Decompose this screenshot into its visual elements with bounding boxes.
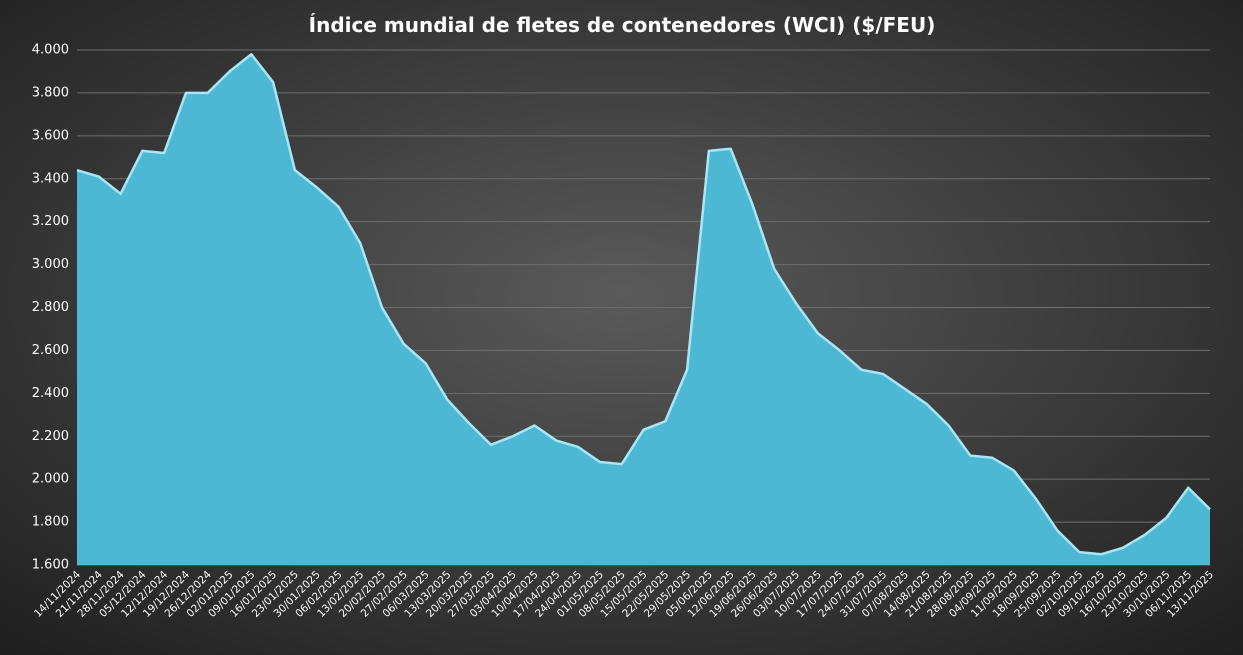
y-tick-label: 1.600 — [32, 558, 69, 573]
y-tick-label: 3.000 — [32, 257, 69, 272]
y-tick-label: 1.800 — [32, 515, 69, 530]
labels: 1.600 1.800 2.000 2.200 2.400 2.600 2.800 3.000… — [32, 43, 1216, 620]
y-tick-label: 3.800 — [32, 85, 69, 100]
y-tick-label: 2.200 — [32, 429, 69, 444]
plot — [76, 53, 1211, 566]
y-tick-label: 2.000 — [32, 472, 69, 487]
y-tick-label: 2.600 — [32, 343, 69, 358]
y-tick-label: 2.400 — [32, 386, 69, 401]
y-tick-label: 3.600 — [32, 128, 69, 143]
area-edge — [76, 53, 1211, 556]
area — [77, 54, 1210, 566]
y-tick-label: 2.800 — [32, 300, 69, 315]
chart-title: Índice mundial de fletes de contenedores… — [309, 13, 936, 37]
y-tick-label: 4.000 — [32, 43, 69, 58]
y-tick-label: 3.200 — [32, 214, 69, 229]
y-tick-label: 3.400 — [32, 171, 69, 186]
